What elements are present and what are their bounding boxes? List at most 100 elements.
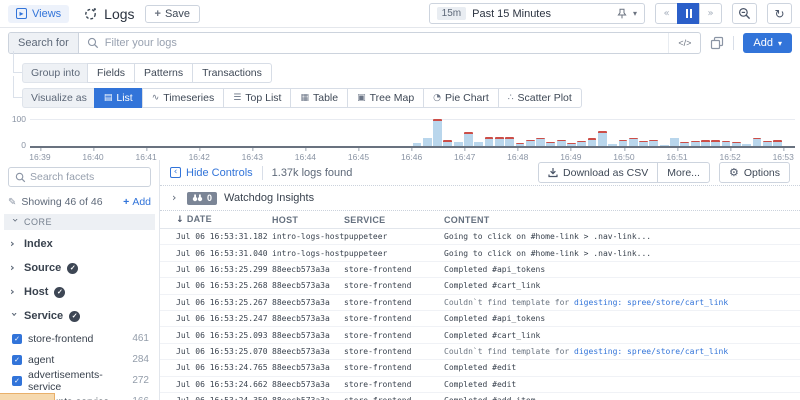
histogram-bar[interactable] — [659, 116, 669, 146]
views-button[interactable]: ▸ Views — [8, 4, 70, 23]
facet-filtered-badge-icon: ✓ — [54, 286, 66, 298]
column-header-host[interactable]: HOST — [272, 214, 299, 225]
log-row[interactable]: Jul 06 16:53:31.182 intro-logs-host pupp… — [160, 229, 800, 246]
checkbox-checked-icon[interactable]: ✓ — [12, 333, 22, 344]
histogram-bar[interactable] — [670, 116, 679, 146]
more-button[interactable]: More... — [657, 162, 710, 183]
log-table-body: Jul 06 16:53:31.182 intro-logs-host pupp… — [160, 229, 800, 400]
log-row[interactable]: Jul 06 16:53:25.268 88eecb573a3a store-f… — [160, 278, 800, 295]
time-back-button[interactable]: « — [655, 3, 678, 24]
histogram-bar[interactable] — [721, 116, 731, 146]
log-row[interactable]: Jul 06 16:53:31.040 intro-logs-host pupp… — [160, 245, 800, 262]
visualize-option-timeseries[interactable]: ∿ Timeseries — [141, 87, 225, 108]
time-range-picker[interactable]: 15m Past 15 Minutes ▾ — [428, 3, 645, 24]
histogram-bar[interactable] — [433, 116, 442, 146]
group-option-fields[interactable]: Fields — [87, 62, 136, 83]
facet-group-service[interactable]: › Service ✓ — [0, 304, 159, 328]
checkbox-checked-icon[interactable]: ✓ — [12, 375, 22, 386]
column-header-content[interactable]: CONTENT — [444, 214, 490, 225]
pencil-icon[interactable]: ✎ — [8, 196, 17, 208]
histogram-bar[interactable] — [618, 116, 628, 146]
facet-section-core[interactable]: › CORE — [4, 214, 155, 230]
log-host: 88eecb573a3a — [272, 396, 344, 400]
logs-icon — [85, 8, 97, 20]
group-option-transactions[interactable]: Transactions — [192, 62, 272, 83]
histogram-bar[interactable] — [546, 116, 556, 146]
log-content-link[interactable]: digesting: spree/store/cart_link — [574, 346, 729, 356]
visualize-option-top-list[interactable]: ☰ Top List — [223, 87, 292, 108]
facet-group-host[interactable]: › Host ✓ — [0, 280, 159, 304]
histogram-bar[interactable] — [463, 116, 473, 146]
log-row[interactable]: Jul 06 16:53:25.247 88eecb573a3a store-f… — [160, 311, 800, 328]
log-row[interactable]: Jul 06 16:53:25.093 88eecb573a3a store-f… — [160, 327, 800, 344]
code-view-toggle[interactable]: </> — [668, 33, 700, 53]
facet-group-index[interactable]: › Index — [0, 232, 159, 256]
histogram-bar[interactable] — [639, 116, 648, 146]
histogram-bar[interactable] — [422, 116, 432, 146]
save-button[interactable]: + Save — [144, 4, 201, 23]
log-content-link[interactable]: digesting: spree/store/cart_link — [574, 297, 729, 307]
histogram-bar[interactable] — [680, 116, 690, 146]
checkbox-checked-icon[interactable]: ✓ — [12, 354, 22, 365]
visualize-option-scatter-plot[interactable]: ∴ Scatter Plot — [497, 87, 582, 108]
histogram-bar[interactable] — [412, 116, 422, 146]
histogram-bar[interactable] — [608, 116, 618, 146]
histogram-bar[interactable] — [484, 116, 494, 146]
histogram-bar[interactable] — [577, 116, 587, 146]
histogram-bar[interactable] — [773, 116, 782, 146]
histogram-bar[interactable] — [505, 116, 514, 146]
histogram-bar[interactable] — [649, 116, 659, 146]
search-input[interactable] — [98, 37, 669, 49]
facet-item-store-frontend[interactable]: ✓ store-frontend 461 — [0, 328, 159, 349]
column-header-service[interactable]: SERVICE — [344, 214, 386, 225]
histogram-bar[interactable] — [567, 116, 576, 146]
facet-item-agent[interactable]: ✓ agent 284 — [0, 349, 159, 370]
copy-icon[interactable] — [710, 36, 724, 50]
facet-search-input[interactable] — [30, 171, 144, 183]
histogram-bar[interactable] — [752, 116, 762, 146]
histogram-bar[interactable] — [474, 116, 484, 146]
log-row[interactable]: Jul 06 16:53:24.765 88eecb573a3a store-f… — [160, 360, 800, 377]
watchdog-insights-row[interactable]: › 0 Watchdog Insights — [160, 186, 800, 211]
histogram-bar[interactable] — [762, 116, 772, 146]
log-row[interactable]: Jul 06 16:53:24.350 88eecb573a3a store-f… — [160, 393, 800, 400]
hide-controls-button[interactable]: ‹ Hide Controls — [170, 167, 253, 179]
visualize-option-pie-chart[interactable]: ◔ Pie Chart — [423, 87, 499, 108]
options-button[interactable]: ⚙ Options — [718, 162, 790, 183]
histogram-bar[interactable] — [556, 116, 566, 146]
histogram-bar[interactable] — [628, 116, 638, 146]
add-button[interactable]: Add ▾ — [743, 33, 792, 53]
histogram-bar[interactable] — [701, 116, 710, 146]
facet-add-button[interactable]: + Add — [123, 196, 151, 208]
chevron-down-icon[interactable]: ▾ — [632, 9, 637, 18]
download-csv-button[interactable]: Download as CSV — [538, 162, 659, 183]
zoom-out-button[interactable] — [732, 3, 757, 24]
facet-item-advertisements-service[interactable]: ✓ advertisements-service 272 — [0, 369, 159, 393]
visualize-option-list[interactable]: ▤ List — [93, 87, 143, 108]
histogram-bar[interactable] — [515, 116, 525, 146]
histogram-bar[interactable] — [494, 116, 504, 146]
histogram-bar[interactable] — [525, 116, 535, 146]
histogram-bar[interactable] — [690, 116, 700, 146]
refresh-button[interactable]: ↻ — [767, 3, 792, 24]
histogram-bar[interactable] — [453, 116, 463, 146]
visualize-option-table[interactable]: ▦ Table — [290, 87, 349, 108]
group-option-patterns[interactable]: Patterns — [134, 62, 194, 83]
column-header-date[interactable]: ↓ DATE — [176, 214, 212, 225]
log-row[interactable]: Jul 06 16:53:24.662 88eecb573a3a store-f… — [160, 377, 800, 393]
pause-button[interactable] — [677, 3, 700, 24]
pin-icon[interactable] — [617, 8, 627, 19]
histogram-bar[interactable] — [598, 116, 607, 146]
facet-group-source[interactable]: › Source ✓ — [0, 256, 159, 280]
log-row[interactable]: Jul 06 16:53:25.299 88eecb573a3a store-f… — [160, 262, 800, 279]
histogram-bar[interactable] — [443, 116, 453, 146]
histogram-bar[interactable] — [587, 116, 597, 146]
histogram-bar[interactable] — [742, 116, 751, 146]
log-row[interactable]: Jul 06 16:53:25.267 88eecb573a3a store-f… — [160, 295, 800, 311]
log-row[interactable]: Jul 06 16:53:25.070 88eecb573a3a store-f… — [160, 344, 800, 361]
time-forward-button[interactable]: » — [699, 3, 722, 24]
histogram-bar[interactable] — [731, 116, 741, 146]
histogram-bar[interactable] — [536, 116, 545, 146]
visualize-option-tree-map[interactable]: ▣ Tree Map — [347, 87, 425, 108]
histogram-bar[interactable] — [711, 116, 721, 146]
